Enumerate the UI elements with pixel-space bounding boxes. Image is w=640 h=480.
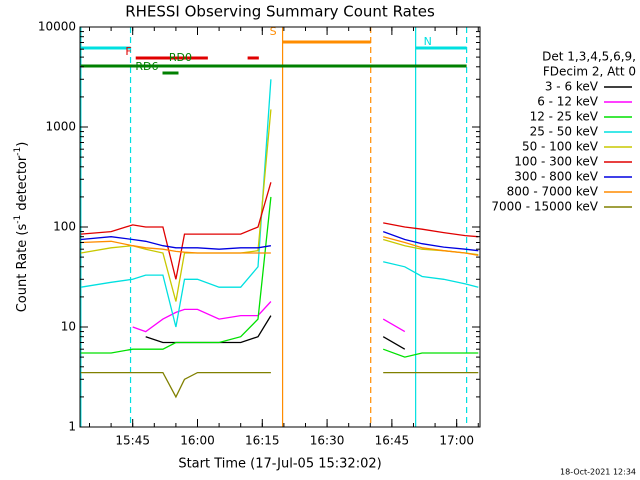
legend-label: 50 - 100 keV — [522, 140, 599, 154]
y-axis-label: Count Rate (s-1 detector-1) — [13, 142, 30, 313]
legend-label: 25 - 50 keV — [530, 125, 599, 139]
y-tick-label: 10000 — [38, 20, 76, 34]
x-tick-label: 15:45 — [115, 434, 150, 448]
legend-label: 12 - 25 keV — [530, 110, 599, 124]
y-tick-label: 10 — [61, 320, 76, 334]
series-line — [80, 196, 479, 358]
legend-header: Det 1,3,4,5,6,9, — [542, 50, 636, 64]
flag-label: S — [270, 25, 277, 38]
footer: 18-Oct-2021 12:34 — [560, 468, 636, 477]
series-line — [80, 371, 479, 399]
y-tick-label: 100 — [53, 220, 76, 234]
y-tick-label: 1000 — [45, 120, 76, 134]
series-line — [80, 236, 479, 257]
legend-label: 7000 - 15000 keV — [491, 200, 598, 214]
y-label-part: -1 — [13, 147, 23, 156]
x-tick-label: 16:15 — [245, 434, 280, 448]
x-tick-label: 16:30 — [310, 434, 345, 448]
flag-label: RD6 — [135, 60, 158, 73]
flag-label: F — [125, 45, 131, 58]
x-tick-label: 16:45 — [375, 434, 410, 448]
legend-label: 800 - 7000 keV — [507, 185, 599, 199]
y-label-part: detector — [15, 155, 30, 215]
series-line — [80, 230, 479, 252]
legend-label: 3 - 6 keV — [545, 80, 599, 94]
y-label-part: Count Rate (s — [15, 224, 30, 313]
legend-label: 300 - 800 keV — [514, 170, 598, 184]
x-tick-label: 16:00 — [180, 434, 215, 448]
flag-label: N — [424, 35, 432, 48]
series-line — [132, 301, 406, 333]
series-line — [80, 79, 479, 328]
y-label-part: -1 — [13, 215, 23, 224]
x-axis-label: Start Time (17-Jul-05 15:32:02) — [178, 457, 381, 472]
legend-label: 100 - 300 keV — [514, 155, 598, 169]
legend-label: 6 - 12 keV — [537, 95, 599, 109]
series-line — [80, 182, 479, 280]
chart-title: RHESSI Observing Summary Count Rates — [125, 3, 435, 21]
x-tick-label: 17:00 — [439, 434, 474, 448]
flag-label: RD0 — [169, 51, 192, 64]
legend-header: FDecim 2, Att 0 — [543, 65, 636, 79]
y-label-part: ) — [15, 142, 30, 147]
y-tick-label: 1 — [68, 420, 76, 434]
